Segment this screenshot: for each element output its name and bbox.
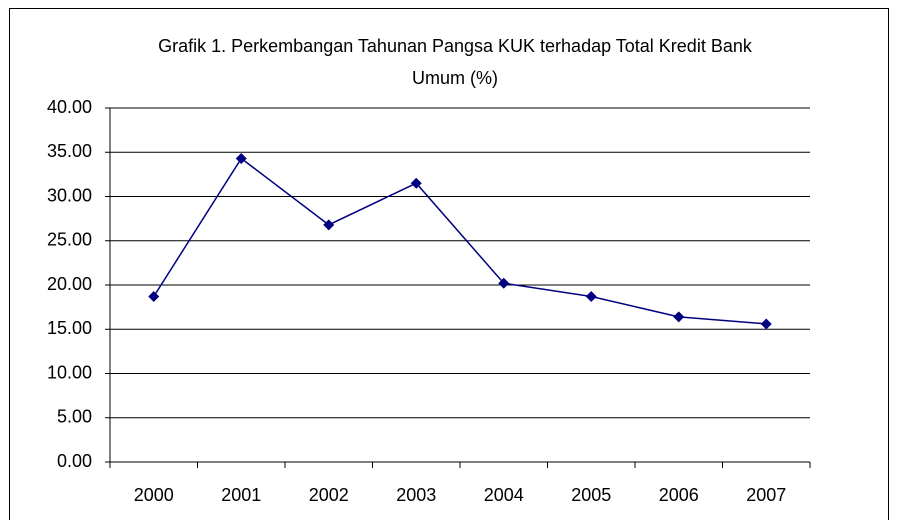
- x-tick-label: 2003: [396, 485, 436, 505]
- data-point: [148, 291, 160, 303]
- x-tick-label: 2002: [309, 485, 349, 505]
- x-tick-label: 2000: [134, 485, 174, 505]
- data-point: [760, 318, 772, 330]
- x-tick-label: 2004: [484, 485, 524, 505]
- y-tick-label: 10.00: [47, 362, 92, 382]
- y-tick-label: 40.00: [47, 97, 92, 117]
- data-point: [410, 177, 422, 189]
- chart-frame: [9, 8, 889, 520]
- y-tick-label: 30.00: [47, 185, 92, 205]
- y-tick-label: 35.00: [47, 141, 92, 161]
- chart-title: Grafik 1. Perkembangan Tahunan Pangsa KU…: [158, 36, 752, 88]
- y-tick-label: 5.00: [57, 407, 92, 427]
- data-point: [235, 152, 247, 164]
- x-tick-label: 2006: [659, 485, 699, 505]
- x-tick-label: 2001: [221, 485, 261, 505]
- data-point: [323, 219, 335, 231]
- y-tick-label: 25.00: [47, 230, 92, 250]
- y-tick-label: 15.00: [47, 318, 92, 338]
- x-tick-label: 2005: [571, 485, 611, 505]
- data-point: [673, 311, 685, 323]
- data-point: [585, 291, 597, 303]
- y-tick-label: 0.00: [57, 451, 92, 471]
- x-tick-label: 2007: [746, 485, 786, 505]
- data-point: [498, 277, 510, 289]
- series-line: [153, 157, 767, 325]
- y-tick-label: 20.00: [47, 274, 92, 294]
